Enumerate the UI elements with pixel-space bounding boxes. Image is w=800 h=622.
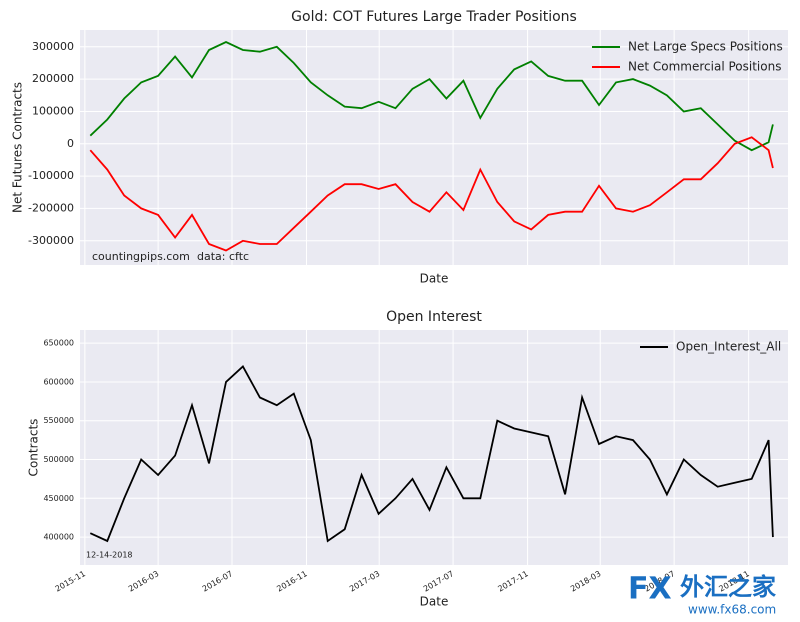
annotation: data: cftc xyxy=(197,250,249,263)
legend-label: Net Commercial Positions xyxy=(628,60,781,74)
x-tick-label: 2016-07 xyxy=(201,569,234,594)
annotation: 12-14-2018 xyxy=(86,551,133,560)
y-tick-label: -300000 xyxy=(28,234,74,247)
line-series xyxy=(89,41,774,152)
annotation: countingpips.com xyxy=(92,250,190,263)
x-tick-label: 2017-07 xyxy=(422,569,455,594)
x-tick-label: 2015-11 xyxy=(54,569,87,594)
y-tick-label: -100000 xyxy=(28,169,74,182)
legend-label: Open_Interest_All xyxy=(676,340,781,354)
y-tick-label: 450000 xyxy=(43,494,74,503)
y-tick-label: 300000 xyxy=(32,40,74,53)
line-series xyxy=(89,136,774,252)
y-tick-label: 550000 xyxy=(43,416,74,425)
y-axis-label: Contracts xyxy=(27,419,41,477)
y-tick-label: 600000 xyxy=(43,377,74,386)
y-tick-label: -200000 xyxy=(28,201,74,214)
chart-title: Gold: COT Futures Large Trader Positions xyxy=(291,9,577,25)
y-tick-label: 100000 xyxy=(32,104,74,117)
x-tick-label: 2018-03 xyxy=(569,569,602,594)
y-tick-label: 0 xyxy=(67,137,74,150)
y-axis-label: Net Futures Contracts xyxy=(11,82,25,213)
legend-label: Net Large Specs Positions xyxy=(628,40,783,54)
x-axis-label: Date xyxy=(420,595,449,609)
subplot: -300000 -200000 -100000 0 100000 200000 300000… xyxy=(11,9,788,286)
x-axis-label: Date xyxy=(420,272,449,286)
y-tick-label: 500000 xyxy=(43,455,74,464)
subplot: 400000 450000 500000 550000 600000 650000 2015… xyxy=(27,309,788,609)
x-tick-label: 2017-11 xyxy=(496,569,529,594)
plot-background xyxy=(80,330,788,565)
watermark-name: 外汇之家 xyxy=(680,573,776,601)
y-tick-label: 650000 xyxy=(43,339,74,348)
line-series xyxy=(89,365,774,543)
x-tick-label: 2017-03 xyxy=(348,569,381,594)
y-tick-label: 400000 xyxy=(43,533,74,542)
x-tick-label: 2016-03 xyxy=(127,569,160,594)
x-tick-label: 2016-11 xyxy=(275,569,308,594)
watermark-brand: FX xyxy=(628,572,672,607)
watermark: FX 外汇之家 www.fx68.com xyxy=(628,572,776,617)
watermark-url: www.fx68.com xyxy=(688,603,776,617)
chart-title: Open Interest xyxy=(386,309,482,325)
y-tick-label: 200000 xyxy=(32,72,74,85)
